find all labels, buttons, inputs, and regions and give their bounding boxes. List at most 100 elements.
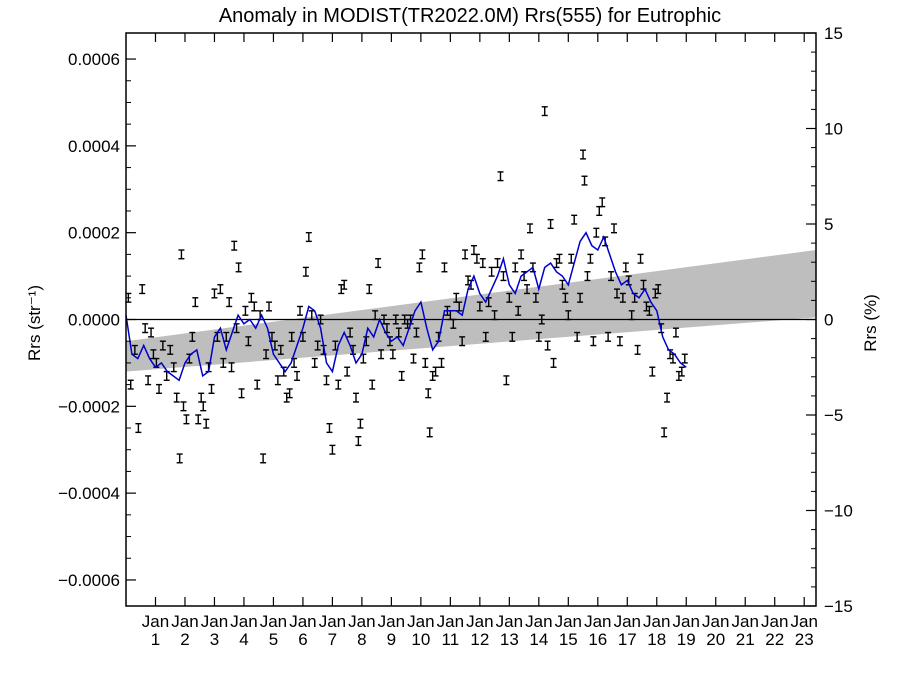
x-tick-year-label: 3 (210, 630, 219, 649)
data-point (366, 284, 373, 295)
data-point (476, 301, 483, 312)
x-tick-month-label: Jan (732, 612, 759, 631)
y-axis-right-label: Rrs (%) (861, 294, 880, 352)
data-point (593, 227, 600, 238)
data-point (419, 249, 426, 260)
data-point (550, 357, 557, 368)
data-point (422, 357, 429, 368)
data-point (655, 284, 662, 295)
x-tick-year-label: 8 (357, 630, 366, 649)
data-point (260, 453, 267, 464)
data-point (254, 379, 261, 390)
data-point (296, 305, 303, 316)
x-tick-month-label: Jan (230, 612, 257, 631)
data-point (509, 331, 516, 342)
x-tick-year-label: 4 (239, 630, 248, 649)
x-tick-year-label: 2 (180, 630, 189, 649)
data-point (568, 253, 575, 264)
data-point (326, 422, 333, 434)
data-point (562, 292, 569, 303)
trend-band-layer (126, 250, 816, 372)
data-point (515, 305, 522, 316)
y-left-tick-label: −0.0002 (58, 397, 120, 416)
data-point (251, 301, 258, 312)
data-point (599, 197, 606, 208)
x-tick-year-label: 19 (677, 630, 696, 649)
x-tick-year-label: 16 (588, 630, 607, 649)
data-point (459, 336, 466, 347)
data-point (559, 279, 566, 290)
data-point (541, 106, 548, 117)
data-point (242, 305, 249, 316)
x-tick-year-label: 12 (470, 630, 489, 649)
chart-title: Anomaly in MODIST(TR2022.0M) Rrs(555) fo… (219, 5, 721, 27)
data-point (245, 336, 252, 347)
data-point (596, 205, 603, 217)
data-point (217, 284, 224, 295)
x-tick-year-label: 9 (387, 630, 396, 649)
data-point (512, 262, 519, 273)
x-tick-year-label: 20 (706, 630, 725, 649)
data-point (438, 357, 445, 368)
data-point (183, 414, 190, 425)
data-point (482, 331, 489, 342)
data-point (139, 284, 146, 295)
x-tick-month-label: Jan (378, 612, 405, 631)
data-point (372, 310, 379, 321)
data-point (506, 292, 513, 303)
data-point (584, 271, 591, 282)
y-left-tick-label: 0.0004 (68, 137, 120, 156)
data-point (628, 310, 635, 321)
ticks-layer: 0.0006 0.0004 0.0002 0.0000 −0.0002 −0.0004 −0… (58, 24, 853, 649)
x-tick-month-label: Jan (761, 612, 788, 631)
data-point (432, 366, 439, 377)
data-point (450, 318, 457, 329)
x-tick-month-label: Jan (790, 612, 817, 631)
x-tick-year-label: 10 (411, 630, 430, 649)
x-tick-year-label: 14 (529, 630, 548, 649)
data-point (425, 388, 432, 399)
data-point (580, 149, 587, 160)
data-point (497, 171, 504, 182)
data-point (142, 323, 149, 334)
data-point (355, 436, 362, 447)
data-point (135, 422, 142, 434)
data-point (605, 331, 612, 342)
data-point (494, 258, 501, 269)
x-tick-year-label: 15 (559, 630, 578, 649)
running-mean-layer (125, 231, 687, 382)
trend-band (126, 250, 816, 372)
data-point (323, 375, 330, 386)
x-tick-month-label: Jan (142, 612, 169, 631)
data-point (389, 349, 396, 360)
data-point (571, 214, 578, 225)
data-point (156, 383, 163, 394)
data-point (277, 344, 284, 355)
data-point (611, 223, 618, 234)
data-point (503, 375, 510, 386)
data-point (574, 331, 581, 342)
data-point (211, 288, 218, 299)
data-point (203, 418, 210, 429)
data-point (274, 375, 281, 386)
x-tick-month-label: Jan (407, 612, 434, 631)
data-point (180, 401, 187, 412)
data-point (622, 262, 629, 273)
x-tick-month-label: Jan (437, 612, 464, 631)
data-point (500, 271, 507, 282)
data-point (248, 292, 255, 303)
data-point (661, 427, 668, 438)
data-point (311, 357, 318, 368)
x-tick-year-label: 17 (618, 630, 637, 649)
data-point (347, 327, 354, 338)
y-right-tick-label: 5 (824, 215, 833, 234)
data-point (329, 444, 336, 455)
data-point (532, 292, 539, 303)
y-right-tick-label: 10 (824, 120, 843, 139)
data-point (226, 297, 233, 308)
data-point (535, 331, 542, 342)
data-point (616, 336, 623, 347)
data-point (266, 301, 273, 312)
x-tick-year-label: 21 (736, 630, 755, 649)
y-right-tick-label: −5 (824, 406, 843, 425)
